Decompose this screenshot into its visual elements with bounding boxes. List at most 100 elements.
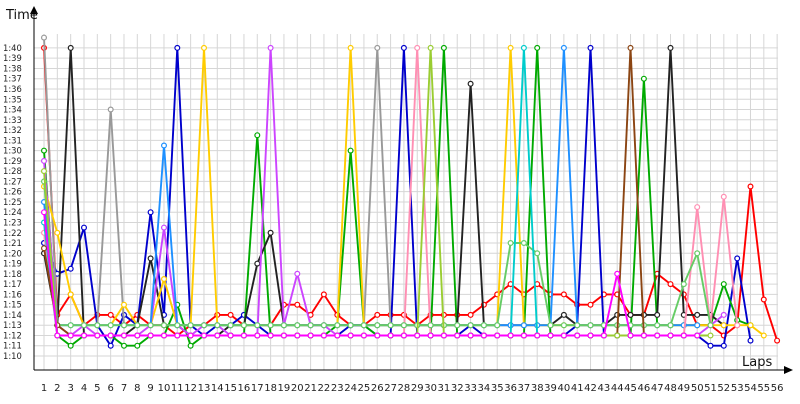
series-point <box>454 322 461 329</box>
series-point <box>694 332 701 339</box>
series-point <box>680 332 687 339</box>
x-tick-label: 16 <box>238 383 251 394</box>
x-tick-label: 17 <box>251 383 264 394</box>
series-point <box>161 332 168 339</box>
series-point <box>254 332 261 339</box>
series-point <box>614 270 621 277</box>
series-point <box>201 44 208 51</box>
series-point <box>94 332 101 339</box>
series-point <box>587 332 594 339</box>
series-point <box>187 332 194 339</box>
series-point <box>680 281 687 288</box>
series-point <box>400 332 407 339</box>
y-tick-label: 1:30 <box>3 146 22 156</box>
x-tick-label: 56 <box>771 383 784 394</box>
series-point <box>147 255 154 262</box>
series-point <box>440 44 447 51</box>
series-point <box>107 332 114 339</box>
x-tick-label: 13 <box>198 383 211 394</box>
series-point <box>734 255 741 262</box>
series-point <box>720 311 727 318</box>
y-tick-label: 1:31 <box>3 135 22 145</box>
x-tick-label: 52 <box>717 383 730 394</box>
series-point <box>40 245 47 252</box>
y-tick-label: 1:26 <box>3 187 22 197</box>
series-point <box>134 332 141 339</box>
series-point <box>120 332 127 339</box>
series-point <box>587 322 594 329</box>
series-point <box>54 229 61 236</box>
series-point <box>240 322 247 329</box>
x-tick-label: 19 <box>278 383 291 394</box>
series-14 <box>40 209 701 339</box>
series-point <box>534 250 541 257</box>
y-tick-label: 1:28 <box>3 166 22 176</box>
series-point <box>480 332 487 339</box>
series-point <box>600 332 607 339</box>
y-tick-label: 1:12 <box>3 331 22 341</box>
x-tick-label: 25 <box>358 383 371 394</box>
y-tick-label: 1:21 <box>3 238 22 248</box>
series-point <box>427 332 434 339</box>
series-point <box>667 281 674 288</box>
series-point <box>240 332 247 339</box>
series-point <box>107 311 114 318</box>
series-point <box>267 44 274 51</box>
series-point <box>347 44 354 51</box>
y-tick-label: 1:18 <box>3 269 22 279</box>
series-point <box>67 265 74 272</box>
x-tick-label: 1 <box>41 383 47 394</box>
x-tick-labels: 1 2 3 4 5 6 7 8 9 10 11 12 13 14 15 16 17 18 19 20 21 22 23 24 2… <box>41 383 784 394</box>
series-point <box>534 44 541 51</box>
series-point <box>214 322 221 329</box>
series-point <box>267 322 274 329</box>
series-point <box>147 332 154 339</box>
series-point <box>347 147 354 154</box>
x-axis-arrow <box>784 366 793 374</box>
x-tick-label: 21 <box>304 383 317 394</box>
series-point <box>654 322 661 329</box>
series-point <box>560 332 567 339</box>
y-tick-label: 1:36 <box>3 84 22 94</box>
y-tick-label: 1:13 <box>3 320 22 330</box>
series-point <box>67 332 74 339</box>
series-point <box>267 332 274 339</box>
series-point <box>560 322 567 329</box>
series-point <box>507 44 514 51</box>
x-tick-label: 51 <box>704 383 717 394</box>
x-tick-label: 37 <box>518 383 531 394</box>
x-tick-label: 36 <box>504 383 517 394</box>
series-point <box>187 342 194 349</box>
series-point <box>120 342 127 349</box>
series-point <box>400 322 407 329</box>
x-tick-label: 4 <box>81 383 87 394</box>
x-tick-label: 11 <box>171 383 184 394</box>
series-point <box>294 332 301 339</box>
series-point <box>320 332 327 339</box>
y-tick-label: 1:27 <box>3 176 22 186</box>
series-point <box>747 183 754 190</box>
x-tick-label: 42 <box>584 383 597 394</box>
series-point <box>507 240 514 247</box>
series-point <box>187 322 194 329</box>
series-point <box>467 322 474 329</box>
x-tick-label: 43 <box>598 383 611 394</box>
series-point <box>574 332 581 339</box>
series-point <box>667 322 674 329</box>
series-point <box>694 311 701 318</box>
series-point <box>720 281 727 288</box>
series-point <box>40 147 47 154</box>
series-point <box>694 250 701 257</box>
x-tick-label: 14 <box>211 383 224 394</box>
series-point <box>107 322 114 329</box>
series-point <box>760 296 767 303</box>
series-point <box>414 332 421 339</box>
series-point <box>107 342 114 349</box>
series-point <box>161 322 168 329</box>
series-point <box>161 276 168 283</box>
x-tick-label: 48 <box>664 383 677 394</box>
y-tick-label: 1:35 <box>3 94 22 104</box>
series-point <box>747 337 754 344</box>
series-point <box>427 44 434 51</box>
y-tick-label: 1:19 <box>3 259 22 269</box>
